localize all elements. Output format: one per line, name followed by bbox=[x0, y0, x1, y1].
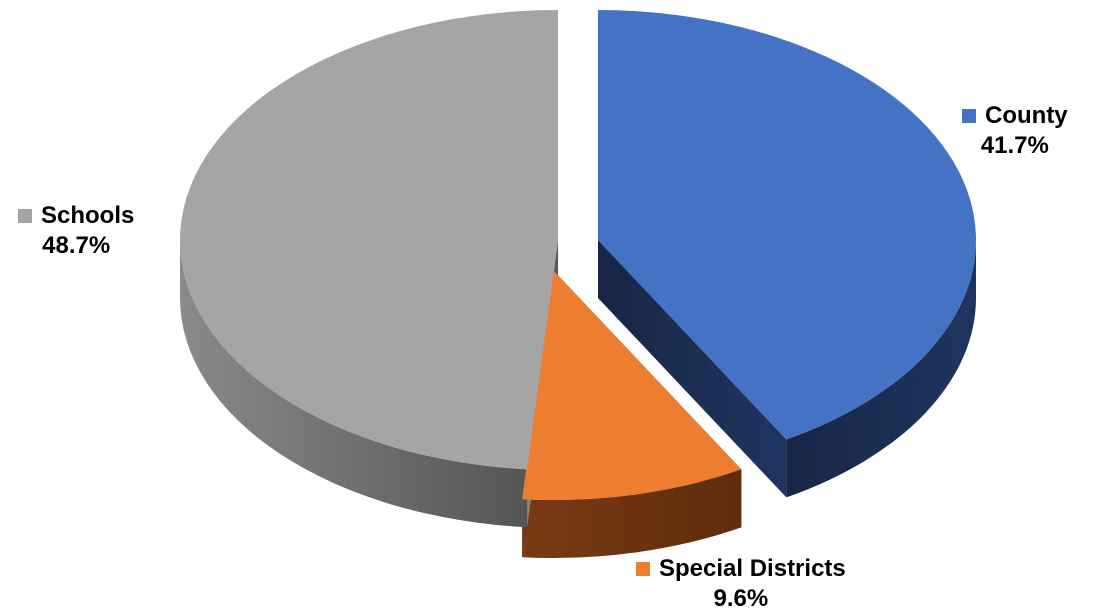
slice-value-schools: 48.7% bbox=[42, 232, 111, 259]
pie-top-layer bbox=[180, 10, 976, 500]
legend-swatch-county bbox=[962, 109, 976, 123]
slice-name-county: County bbox=[985, 102, 1068, 129]
slice-name-special-districts: Special Districts bbox=[659, 555, 846, 582]
slice-label-schools: Schools 48.7% bbox=[18, 201, 134, 261]
slice-value-special-districts: 9.6% bbox=[713, 585, 769, 612]
legend-swatch-special-districts bbox=[636, 562, 650, 576]
slice-name-schools: Schools bbox=[41, 202, 135, 229]
pie-slice-schools bbox=[180, 10, 558, 470]
pie-slice-special-districts bbox=[522, 270, 742, 500]
pie-slice-side-county-0 bbox=[786, 240, 976, 498]
pie-slice-side-schools-0 bbox=[180, 240, 528, 528]
slice-value-county: 41.7% bbox=[980, 132, 1049, 159]
slice-label-county: County 41.7% bbox=[962, 101, 1068, 161]
pie-slice-county bbox=[598, 10, 976, 440]
slice-label-special-districts: Special Districts 9.6% bbox=[636, 554, 846, 614]
pie-slice-side-county-2 bbox=[598, 240, 787, 498]
pie-slice-side-special-districts-0 bbox=[522, 469, 742, 558]
legend-swatch-schools bbox=[18, 209, 32, 223]
